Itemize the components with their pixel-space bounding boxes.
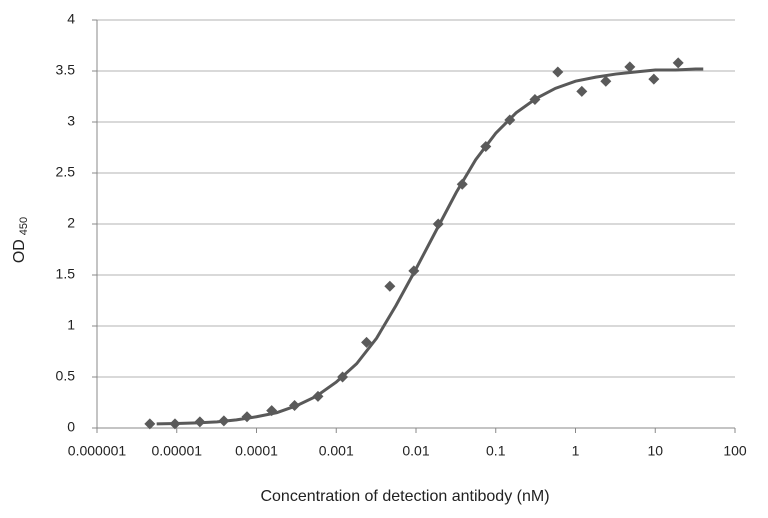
data-point xyxy=(194,416,206,428)
data-point xyxy=(432,218,444,230)
x-tick-label: 0.001 xyxy=(319,443,354,459)
x-tick-label: 1 xyxy=(572,443,580,459)
data-point xyxy=(266,405,278,417)
x-tick-label: 0.01 xyxy=(402,443,429,459)
data-point xyxy=(624,61,636,73)
data-point xyxy=(169,418,181,430)
data-point xyxy=(552,66,564,78)
y-tick-label: 0.5 xyxy=(56,368,76,384)
data-point xyxy=(144,418,156,430)
data-point xyxy=(480,140,492,152)
y-axis-label-text: OD xyxy=(11,239,28,263)
data-point xyxy=(672,57,684,69)
data-point xyxy=(312,390,324,402)
data-point xyxy=(218,415,230,427)
x-tick-label: 0.0001 xyxy=(235,443,278,459)
x-tick-label: 10 xyxy=(647,443,663,459)
y-axis-label-subscript: 450 xyxy=(18,217,30,235)
data-point xyxy=(600,75,612,87)
data-point xyxy=(456,178,468,190)
y-tick-label: 2 xyxy=(67,215,75,231)
data-point xyxy=(529,94,541,106)
data-point xyxy=(576,85,588,97)
x-tick-label: 0.00001 xyxy=(151,443,202,459)
y-tick-label: 4 xyxy=(67,11,75,27)
y-tick-label: 3.5 xyxy=(56,62,76,78)
x-tick-label: 0.1 xyxy=(486,443,506,459)
x-axis-label: Concentration of detection antibody (nM) xyxy=(260,488,549,505)
data-point xyxy=(337,371,349,383)
data-point xyxy=(648,73,660,85)
y-tick-label: 2.5 xyxy=(56,164,76,180)
data-point xyxy=(361,336,373,348)
y-tick-label: 1 xyxy=(67,317,75,333)
y-tick-label: 0 xyxy=(67,419,75,435)
x-tick-label: 0.000001 xyxy=(68,443,127,459)
x-tick-label: 100 xyxy=(723,443,747,459)
data-point xyxy=(384,280,396,292)
data-point xyxy=(408,265,420,277)
data-point xyxy=(504,114,516,126)
data-point xyxy=(289,400,301,412)
data-point xyxy=(241,411,253,423)
y-tick-label: 1.5 xyxy=(56,266,76,282)
y-axis-label: OD 450 xyxy=(11,217,30,263)
y-tick-label: 3 xyxy=(67,113,75,129)
